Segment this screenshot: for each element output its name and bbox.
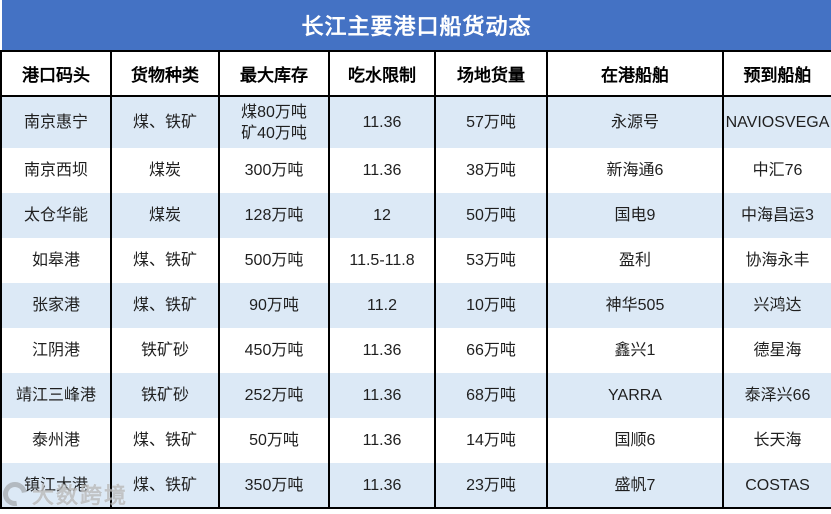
table-cell: 国顺6 [546, 418, 724, 463]
column-header-cargo-type: 货物种类 [110, 50, 220, 97]
table-cell: 11.36 [328, 373, 436, 418]
column-header-max-storage: 最大库存 [218, 50, 330, 97]
table-cell: 盛帆7 [546, 463, 724, 509]
table-cell: 鑫兴1 [546, 328, 724, 373]
table-cell: 38万吨 [434, 148, 548, 193]
table-cell: 镇江大港 [0, 463, 112, 509]
table-cell: 煤、铁矿 [110, 96, 220, 148]
table-cell: 江阴港 [0, 328, 112, 373]
table-cell: 长天海 [722, 418, 831, 463]
table-cell: 350万吨 [218, 463, 330, 509]
table-header: 港口码头 货物种类 最大库存 吃水限制 场地货量 在港船舶 预到船舶 [0, 50, 831, 97]
table-cell: 煤炭 [110, 193, 220, 238]
table-cell: 68万吨 [434, 373, 548, 418]
table-cell: 泰泽兴66 [722, 373, 831, 418]
table-cell: YARRA [546, 373, 724, 418]
table-cell: 中汇76 [722, 148, 831, 193]
table-cell: 中海昌运3 [722, 193, 831, 238]
table-cell: 11.36 [328, 463, 436, 509]
table-cell: 10万吨 [434, 283, 548, 328]
table-row: 镇江大港 煤、铁矿 350万吨 11.36 23万吨 盛帆7 COSTAS [0, 463, 831, 509]
table-row: 靖江三峰港 铁矿砂 252万吨 11.36 68万吨 YARRA 泰泽兴66 [0, 373, 831, 418]
table-cell: 德星海 [722, 328, 831, 373]
table-cell: 南京西坝 [0, 148, 112, 193]
table-cell: 57万吨 [434, 96, 548, 148]
table-cell: 11.36 [328, 96, 436, 148]
table-cell: 协海永丰 [722, 238, 831, 283]
table-row: 江阴港 铁矿砂 450万吨 11.36 66万吨 鑫兴1 德星海 [0, 328, 831, 373]
table-cell: 128万吨 [218, 193, 330, 238]
table-title-bar: 长江主要港口船货动态 [2, 0, 831, 50]
table-cell: 煤、铁矿 [110, 283, 220, 328]
port-cargo-table: 港口码头 货物种类 最大库存 吃水限制 场地货量 在港船舶 预到船舶 南京惠宁煤… [0, 50, 831, 509]
table-cell: 50万吨 [434, 193, 548, 238]
table-cell: 永源号 [546, 96, 724, 148]
table-cell: 张家港 [0, 283, 112, 328]
table-cell: 铁矿砂 [110, 373, 220, 418]
table-cell: COSTAS [722, 463, 831, 509]
page-title: 长江主要港口船货动态 [301, 14, 532, 39]
table-cell: 煤、铁矿 [110, 238, 220, 283]
table-cell: 国电9 [546, 193, 724, 238]
table-row: 张家港 煤、铁矿 90万吨 11.2 10万吨 神华505 兴鸿达 [0, 283, 831, 328]
table-cell: 煤、铁矿 [110, 463, 220, 509]
table-cell: NAVIOSVEGA [722, 96, 831, 148]
table-cell: 14万吨 [434, 418, 548, 463]
table-cell: 铁矿砂 [110, 328, 220, 373]
column-header-draft-limit: 吃水限制 [328, 50, 436, 97]
column-header-ships-in-port: 在港船舶 [546, 50, 724, 97]
table-cell: 盈利 [546, 238, 724, 283]
table-cell: 252万吨 [218, 373, 330, 418]
table-cell: 煤80万吨 矿40万吨 [218, 96, 330, 148]
table-cell: 兴鸿达 [722, 283, 831, 328]
table-cell: 23万吨 [434, 463, 548, 509]
column-header-port: 港口码头 [0, 50, 112, 97]
table-cell: 靖江三峰港 [0, 373, 112, 418]
table-cell: 53万吨 [434, 238, 548, 283]
table-row: 南京惠宁 煤、铁矿 煤80万吨 矿40万吨 11.36 57万吨 永源号 NAVIOSVEG… [0, 96, 831, 148]
table-cell: 50万吨 [218, 418, 330, 463]
table-cell: 11.36 [328, 328, 436, 373]
column-header-yard-volume: 场地货量 [434, 50, 548, 97]
table-cell: 泰州港 [0, 418, 112, 463]
column-header-expected-ships: 预到船舶 [722, 50, 831, 97]
table-cell: 450万吨 [218, 328, 330, 373]
table-cell: 11.5-11.8 [328, 238, 436, 283]
table-cell: 300万吨 [218, 148, 330, 193]
table-cell: 11.2 [328, 283, 436, 328]
table-cell: 11.36 [328, 148, 436, 193]
table-cell: 11.36 [328, 418, 436, 463]
table-row: 南京西坝 煤炭 300万吨 11.36 38万吨 新海通6 中汇76 [0, 148, 831, 193]
table-cell: 煤炭 [110, 148, 220, 193]
table-cell: 如皋港 [0, 238, 112, 283]
table-cell: 南京惠宁 [0, 96, 112, 148]
table-cell: 66万吨 [434, 328, 548, 373]
table-cell: 90万吨 [218, 283, 330, 328]
table-cell: 煤、铁矿 [110, 418, 220, 463]
table-cell: 神华505 [546, 283, 724, 328]
table-cell: 太仓华能 [0, 193, 112, 238]
table-body: 南京惠宁 煤、铁矿 煤80万吨 矿40万吨 11.36 57万吨 永源号 NAVIOSVEG… [0, 96, 831, 509]
header-row: 港口码头 货物种类 最大库存 吃水限制 场地货量 在港船舶 预到船舶 [0, 50, 831, 97]
table-row: 泰州港 煤、铁矿 50万吨 11.36 14万吨 国顺6 长天海 [0, 418, 831, 463]
table-row: 如皋港 煤、铁矿 500万吨 11.5-11.8 53万吨 盈利 协海永丰 [0, 238, 831, 283]
table-cell: 500万吨 [218, 238, 330, 283]
table-row: 太仓华能 煤炭 128万吨 12 50万吨 国电9 中海昌运3 [0, 193, 831, 238]
table-cell: 新海通6 [546, 148, 724, 193]
table-cell: 12 [328, 193, 436, 238]
